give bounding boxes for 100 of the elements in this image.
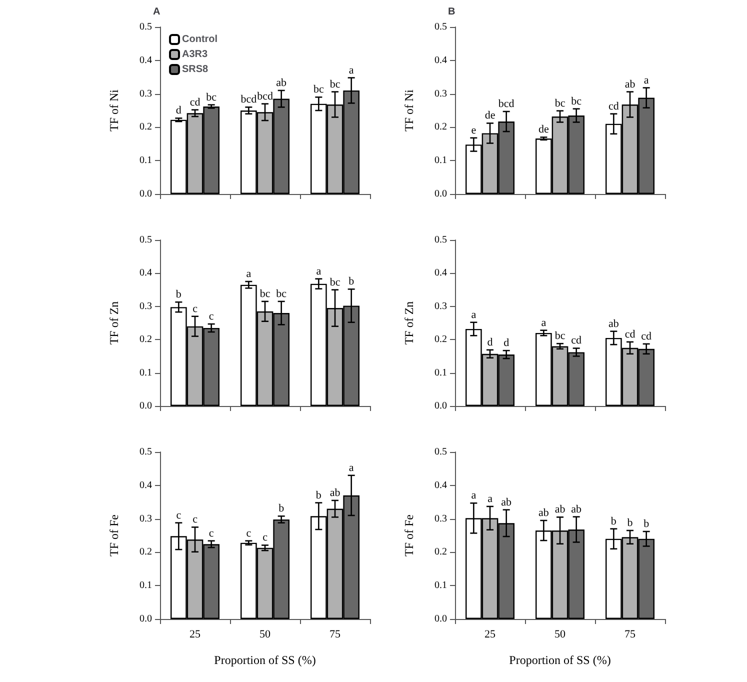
data-label: a <box>644 74 649 86</box>
data-label: bc <box>260 288 270 300</box>
y-tick-label: 0.5 <box>434 446 447 458</box>
y-tick-label: 0.2 <box>140 334 152 346</box>
data-label: a <box>246 268 252 280</box>
data-label: c <box>262 532 268 544</box>
data-label: bc <box>330 78 340 90</box>
data-label: bcd <box>498 98 515 110</box>
y-tick-label: 0.5 <box>434 234 447 246</box>
data-label: bc <box>276 288 287 300</box>
data-label: c <box>208 310 214 322</box>
data-label: b <box>176 288 182 301</box>
y-tick-label: 0.4 <box>434 480 447 491</box>
data-label: c <box>192 302 198 315</box>
y-tick-label: 0.1 <box>434 580 447 592</box>
y-tick-label: 0.4 <box>140 480 152 491</box>
y-tick-label: 0.1 <box>140 367 152 378</box>
x-axis-title: Proportion of SS (%) <box>214 653 316 667</box>
data-label: ab <box>276 76 288 89</box>
data-label: d <box>504 337 510 350</box>
data-label: a <box>541 316 546 329</box>
x-tick-label: 75 <box>330 628 341 640</box>
y-tick-label: 0.2 <box>434 334 447 346</box>
data-label: a <box>471 490 476 502</box>
data-label: a <box>471 308 476 321</box>
data-label: bcd <box>257 90 274 102</box>
data-label: bc <box>313 84 324 96</box>
y-axis-title: TF of Fe <box>402 514 416 556</box>
legend-label: SRS8 <box>182 64 209 75</box>
y-tick-label: 0.1 <box>140 155 152 166</box>
y-tick-label: 0.2 <box>434 122 447 133</box>
chart-title: A <box>153 6 160 18</box>
y-tick-label: 0.1 <box>434 367 447 378</box>
data-label: ab <box>608 318 620 330</box>
data-label: b <box>627 516 634 529</box>
y-tick-label: 0.0 <box>434 400 447 412</box>
y-tick-label: 0.3 <box>140 88 152 100</box>
data-label: cd <box>571 334 582 347</box>
y-tick-label: 0.4 <box>434 54 447 66</box>
y-tick-label: 0.3 <box>140 300 152 312</box>
y-tick-label: 0.5 <box>140 446 152 458</box>
y-tick-label: 0.3 <box>140 513 152 524</box>
data-label: a <box>488 492 493 505</box>
x-tick-label: 25 <box>484 628 496 640</box>
data-label: bc <box>571 95 582 108</box>
y-tick-label: 0.4 <box>140 268 152 279</box>
y-tick-label: 0.5 <box>140 22 152 32</box>
data-label: cd <box>624 328 636 340</box>
y-tick-label: 0.3 <box>434 513 447 524</box>
data-label: d <box>487 336 494 348</box>
y-tick-label: 0.3 <box>434 88 447 100</box>
data-label: e <box>471 124 476 136</box>
data-label: cd <box>641 330 652 342</box>
legend-label: Control <box>182 34 218 45</box>
data-label: bc <box>206 91 217 104</box>
data-label: ab <box>538 506 550 519</box>
data-label: de <box>484 110 496 122</box>
y-axis-title: TF of Fe <box>107 514 121 556</box>
data-label: c <box>192 514 198 526</box>
data-label: c <box>176 509 182 522</box>
data-label: a <box>348 462 354 474</box>
data-label: cd <box>608 100 620 112</box>
y-tick-label: 0.0 <box>140 188 152 200</box>
y-tick-label: 0.0 <box>140 614 152 624</box>
x-tick-label: 50 <box>260 628 271 640</box>
data-label: ab <box>624 78 636 90</box>
y-axis-title: TF of Ni <box>107 88 121 132</box>
y-tick-label: 0.4 <box>434 268 447 279</box>
y-tick-label: 0.4 <box>140 54 152 66</box>
data-label: ab <box>571 503 582 516</box>
data-label: b <box>278 502 285 515</box>
data-label: a <box>316 265 322 278</box>
data-label: bc <box>554 330 566 342</box>
x-axis-title: Proportion of SS (%) <box>509 653 611 667</box>
y-tick-label: 0.5 <box>140 234 152 246</box>
x-tick-label: 75 <box>624 628 636 640</box>
y-axis-title: TF of Zn <box>402 301 416 345</box>
x-tick-label: 25 <box>190 628 201 640</box>
data-label: bcd <box>240 94 258 106</box>
data-label: cd <box>190 96 201 108</box>
data-label: ab <box>501 496 512 508</box>
y-tick-label: 0.2 <box>140 546 152 558</box>
y-tick-label: 0.0 <box>434 614 447 624</box>
chart-title: B <box>448 6 456 18</box>
data-label: ab <box>554 504 566 516</box>
data-label: ab <box>330 486 341 499</box>
y-tick-label: 0.1 <box>140 580 152 592</box>
data-label: d <box>176 104 182 117</box>
y-tick-label: 0.1 <box>434 155 447 166</box>
data-label: c <box>208 527 214 540</box>
y-tick-label: 0.3 <box>434 300 447 312</box>
y-tick-label: 0.2 <box>140 122 152 133</box>
data-label: b <box>610 515 617 528</box>
data-label: b <box>316 489 322 502</box>
y-axis-title: TF of Zn <box>107 301 121 345</box>
data-label: bc <box>330 276 340 288</box>
data-label: de <box>538 124 549 136</box>
data-label: a <box>348 64 354 76</box>
x-tick-label: 50 <box>554 628 566 640</box>
y-tick-label: 0.5 <box>434 22 447 32</box>
